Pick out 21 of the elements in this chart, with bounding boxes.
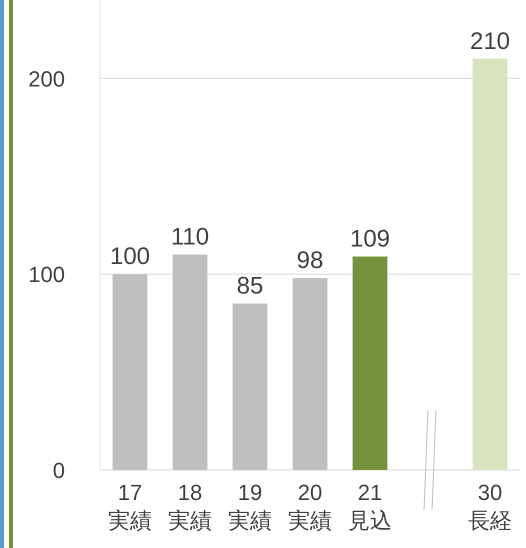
bar bbox=[352, 256, 388, 470]
x-tick-label: 20 実績 bbox=[288, 480, 332, 533]
data-label: 110 bbox=[170, 224, 210, 251]
bar bbox=[472, 58, 508, 470]
bar bbox=[292, 278, 328, 470]
y-tick-label: 100 bbox=[28, 262, 65, 288]
data-label: 109 bbox=[350, 226, 390, 253]
bar bbox=[172, 254, 208, 470]
data-label: 98 bbox=[296, 247, 324, 274]
x-tick-label: 19 実績 bbox=[228, 480, 272, 533]
bar bbox=[232, 304, 268, 470]
x-tick-label: 21 見込 bbox=[348, 480, 392, 533]
bar bbox=[112, 274, 148, 470]
x-tick-label: 17 実績 bbox=[108, 480, 152, 533]
y-tick-label: 200 bbox=[28, 66, 65, 92]
x-tick-label: 30 長経 bbox=[468, 480, 512, 533]
x-tick-label: 18 実績 bbox=[168, 480, 212, 533]
data-label: 100 bbox=[110, 243, 150, 270]
data-label: 85 bbox=[236, 272, 264, 300]
y-tick-label: 0 bbox=[52, 458, 65, 483]
data-label: 210 bbox=[470, 28, 510, 55]
